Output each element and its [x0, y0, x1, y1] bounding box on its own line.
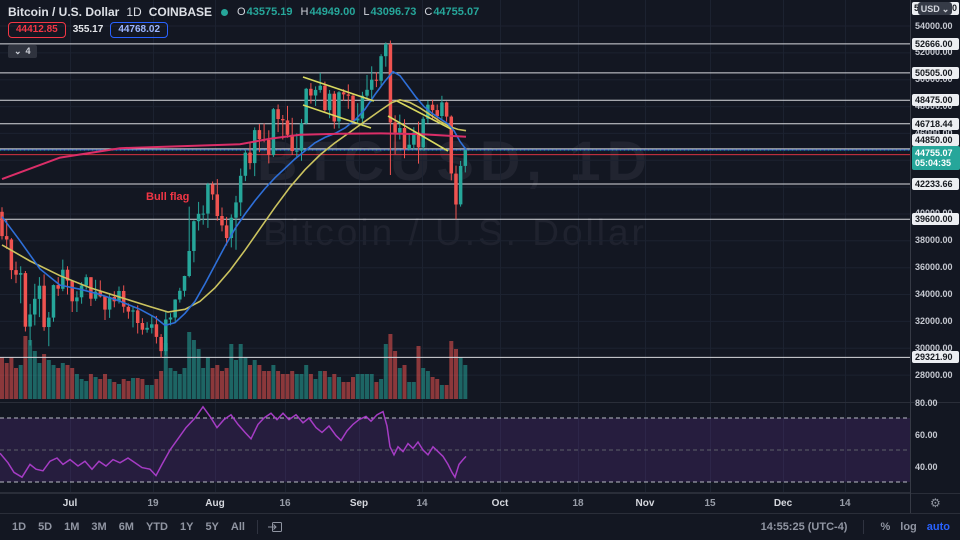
range-button-6m[interactable]: 6M — [113, 519, 140, 535]
pane-separator — [911, 493, 960, 494]
chart-pane[interactable]: BTCUSD, 1D Bitcoin / U.S. Dollar Bitcoin… — [0, 0, 910, 514]
price-level-badge: 39600.00 — [912, 213, 959, 226]
time-axis-month-label: Oct — [491, 498, 509, 509]
range-button-ytd[interactable]: YTD — [140, 519, 174, 535]
go-to-date-button[interactable] — [267, 521, 283, 533]
ohlc-l: L 43096.73 — [363, 6, 417, 18]
bottom-toolbar: 1D 5D 1M 3M 6M YTD 1Y 5Y All 14:55:25 (UTC-4) % … — [0, 513, 960, 540]
collapsed-indicators-count: 4 — [25, 46, 31, 56]
current-price-badge: 44755.07 05:04:35 — [912, 146, 960, 170]
range-selector: 1D 5D 1M 3M 6M YTD 1Y 5Y All — [6, 519, 251, 535]
currency-label: USD — [920, 3, 940, 14]
price-level-badge: 46718.44 — [912, 117, 959, 130]
current-price-value: 44755.07 — [915, 148, 953, 158]
level-badge-red[interactable]: 44412.85 — [8, 22, 66, 38]
bull-flag-annotation[interactable]: Bull flag — [146, 191, 190, 203]
chevron-down-icon: ⌄ — [14, 46, 22, 56]
time-axis-day-label: 16 — [279, 498, 291, 509]
time-axis-day-label: 14 — [839, 498, 851, 509]
exchange-label[interactable]: COINBASE — [148, 5, 213, 19]
price-chart-canvas[interactable] — [0, 0, 910, 493]
gear-icon[interactable]: ⚙ — [930, 496, 941, 510]
market-status-dot — [221, 8, 229, 16]
time-axis-month-label: Dec — [773, 498, 793, 509]
time-axis-day-label: 15 — [704, 498, 716, 509]
rsi-axis-label: 80.00 — [915, 398, 938, 408]
time-axis-month-label: Aug — [205, 498, 225, 509]
price-axis-label: 46000.00 — [915, 127, 953, 138]
price-level-badge: 50505.00 — [912, 66, 959, 79]
toolbar-divider — [256, 520, 258, 534]
bar-countdown: 05:04:35 — [915, 158, 952, 168]
price-axis-label: 34000.00 — [915, 289, 953, 300]
price-level-badge: 44850.00 — [912, 133, 959, 146]
range-button-5y[interactable]: 5Y — [199, 519, 224, 535]
range-button-1y[interactable]: 1Y — [174, 519, 199, 535]
range-button-5d[interactable]: 5D — [32, 519, 58, 535]
percent-scale-button[interactable]: % — [880, 521, 891, 533]
price-axis-label: 28000.00 — [915, 369, 953, 380]
time-axis-month-label: Jul — [62, 498, 78, 509]
toolbar-right: 14:55:25 (UTC-4) % log auto — [761, 520, 950, 534]
time-axis[interactable]: Jul 19 Aug 16 Sep 14 Oct 18 Nov 15 Dec 14 — [0, 493, 910, 514]
currency-dropdown[interactable]: USD ⌄ — [918, 2, 952, 15]
price-level-badge: 48475.00 — [912, 94, 959, 107]
collapsed-indicators-button[interactable]: ⌄ 4 — [8, 45, 37, 58]
price-level-badge: 42233.66 — [912, 177, 959, 190]
ohlc-o: O 43575.19 — [237, 6, 293, 18]
time-axis-month-label: Nov — [635, 498, 655, 509]
price-axis-label: 30000.00 — [915, 342, 953, 353]
ohlc-values: O 43575.19 H 44949.00 L 43096.73 C 44755.07 — [237, 6, 479, 18]
ohlc-h: H 44949.00 — [300, 6, 356, 18]
pane-separator — [911, 402, 960, 403]
ohlc-c: C 44755.07 — [424, 6, 480, 18]
auto-scale-button[interactable]: auto — [926, 521, 950, 533]
rsi-axis-label: 60.00 — [915, 430, 938, 440]
rsi-axis-label: 40.00 — [915, 462, 938, 472]
range-button-all[interactable]: All — [225, 519, 251, 535]
range-button-3m[interactable]: 3M — [85, 519, 112, 535]
go-to-date-icon — [267, 522, 282, 532]
range-button-1m[interactable]: 1M — [58, 519, 85, 535]
toolbar-divider — [863, 520, 865, 534]
price-axis-label: 52000.00 — [915, 47, 953, 58]
time-axis-day-label: 18 — [572, 498, 584, 509]
time-axis-day-label: 19 — [147, 498, 159, 509]
price-axis-label: 50000.00 — [915, 74, 953, 85]
symbol-name[interactable]: Bitcoin / U.S. Dollar — [8, 5, 120, 19]
clock[interactable]: 14:55:25 (UTC-4) — [760, 521, 848, 533]
price-axis-label: 32000.00 — [915, 315, 953, 326]
price-axis-label: 54000.00 — [915, 20, 953, 31]
price-axis[interactable]: 5 0 USD ⌄ 44755.07 05:04:35 ⚙ 54000.00 52… — [910, 0, 960, 513]
price-level-badge: 52666.00 — [912, 37, 959, 50]
price-level-badge: 29321.90 — [912, 351, 959, 364]
log-scale-button[interactable]: log — [900, 521, 917, 533]
chevron-down-icon: ⌄ — [941, 3, 950, 14]
price-axis-label: 36000.00 — [915, 262, 953, 273]
symbol-header: Bitcoin / U.S. Dollar 1D COINBASE O 43575… — [8, 5, 479, 19]
hidden-price-fragment-right: 0 — [951, 3, 957, 13]
level-badge-blue[interactable]: 44768.02 — [110, 22, 169, 38]
interval-label[interactable]: 1D — [126, 5, 142, 19]
time-axis-month-label: Sep — [349, 498, 369, 509]
hidden-price-fragment-left: 5 — [914, 3, 920, 13]
range-button-1d[interactable]: 1D — [6, 519, 32, 535]
price-axis-label: 48000.00 — [915, 101, 953, 112]
level-badge-plain[interactable]: 355.17 — [72, 24, 104, 35]
indicator-value-badges: 44412.85 355.17 44768.02 — [8, 22, 169, 38]
price-axis-label: 38000.00 — [915, 235, 953, 246]
time-axis-day-label: 14 — [416, 498, 428, 509]
